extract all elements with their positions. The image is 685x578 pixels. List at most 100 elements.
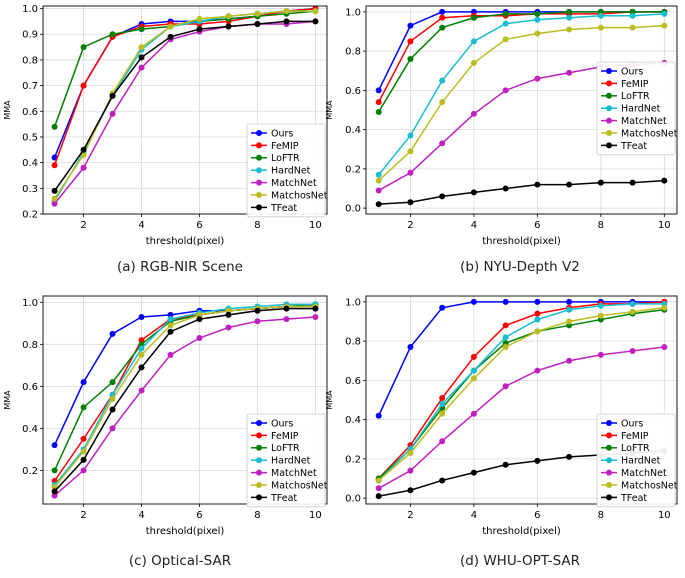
legend-marker [256,482,262,488]
legend-entry: LoFTR [251,443,300,454]
legend-label: TFeat [270,493,297,504]
y-axis-label: MMA [325,100,334,120]
data-point [534,16,541,23]
legend-label: MatchNet [271,178,317,189]
data-point [470,367,477,374]
data-point [502,461,509,468]
data-point [225,311,232,318]
legend-label: HardNet [271,166,311,177]
data-point [534,298,541,305]
y-tick-label: 0.9 [22,30,38,41]
legend-marker [606,80,612,87]
y-tick-label: 0.8 [345,47,361,58]
x-tick-label: 8 [254,220,260,231]
data-point [283,316,290,323]
legend-marker [606,469,612,476]
y-tick-label: 0.6 [22,382,38,393]
data-point [167,322,174,329]
series-line [378,11,665,113]
data-point [439,140,446,147]
data-point [407,169,414,176]
data-point [502,87,509,94]
data-point [51,195,58,202]
data-point [80,164,87,171]
x-tick-label: 6 [534,510,540,521]
data-point [470,38,477,45]
data-point [375,87,382,94]
legend-marker [256,204,262,211]
legend-box [246,413,326,508]
data-point [407,22,414,29]
legend-entry: TFeat [601,493,647,504]
data-point [375,108,382,115]
series-line [378,24,665,182]
plot-frame [42,295,328,505]
legend-label: TFeat [620,141,647,152]
data-point [138,345,145,352]
data-point [109,92,116,99]
data-point [109,31,116,38]
data-point [439,99,446,106]
y-tick-label: 0.3 [22,184,38,195]
data-point [196,311,203,318]
x-tick-label: 4 [138,220,144,231]
data-point [534,30,541,37]
y-tick-label: 1.0 [345,7,361,18]
x-tick-label: 2 [407,510,413,521]
data-point [597,312,604,319]
series-line [53,20,316,192]
legend-label: HardNet [621,456,661,467]
data-point [470,189,477,196]
legend-label: TFeat [620,493,647,504]
data-point [661,10,668,17]
data-point [254,10,261,17]
data-point [167,311,174,318]
data-point [375,412,382,419]
data-point [407,199,414,206]
y-tick-label: 0.6 [345,86,361,97]
series-line [378,308,665,480]
data-point [312,18,319,25]
data-point [80,467,87,474]
legend-marker [606,117,612,124]
legend-entry: Ours [251,128,293,139]
plot-frame [365,5,678,215]
legend-label: HardNet [271,456,311,467]
legend-entry: FeMIP [601,431,649,442]
data-point [502,20,509,27]
data-point [80,456,87,463]
x-tick-label: 2 [407,220,413,231]
legend-marker [606,92,612,99]
subplot-caption: (d) WHU-OPT-SAR [460,553,580,569]
data-point [375,485,382,492]
y-tick-label: 0.5 [22,132,38,143]
data-point [470,298,477,305]
legend-label: LoFTR [621,443,650,454]
data-point [80,44,87,51]
legend-label: MatchosNet [621,128,678,139]
y-tick-label: 0.6 [22,107,38,118]
y-axis-label: MMA [3,100,12,120]
data-point [196,316,203,323]
data-point [375,177,382,184]
data-point [225,307,232,314]
data-point [80,146,87,153]
legend-marker [256,167,262,174]
data-point [534,457,541,464]
legend-label: FeMIP [621,79,649,90]
data-point [502,383,509,390]
data-point [51,123,58,130]
data-point [566,298,573,305]
series-line [378,301,665,480]
data-point [566,26,573,33]
data-point [534,181,541,188]
x-tick-label: 8 [254,510,260,521]
legend-marker [606,482,612,488]
data-point [566,306,573,313]
data-point [51,442,58,449]
data-point [502,334,509,341]
legend-entry: HardNet [251,166,311,177]
